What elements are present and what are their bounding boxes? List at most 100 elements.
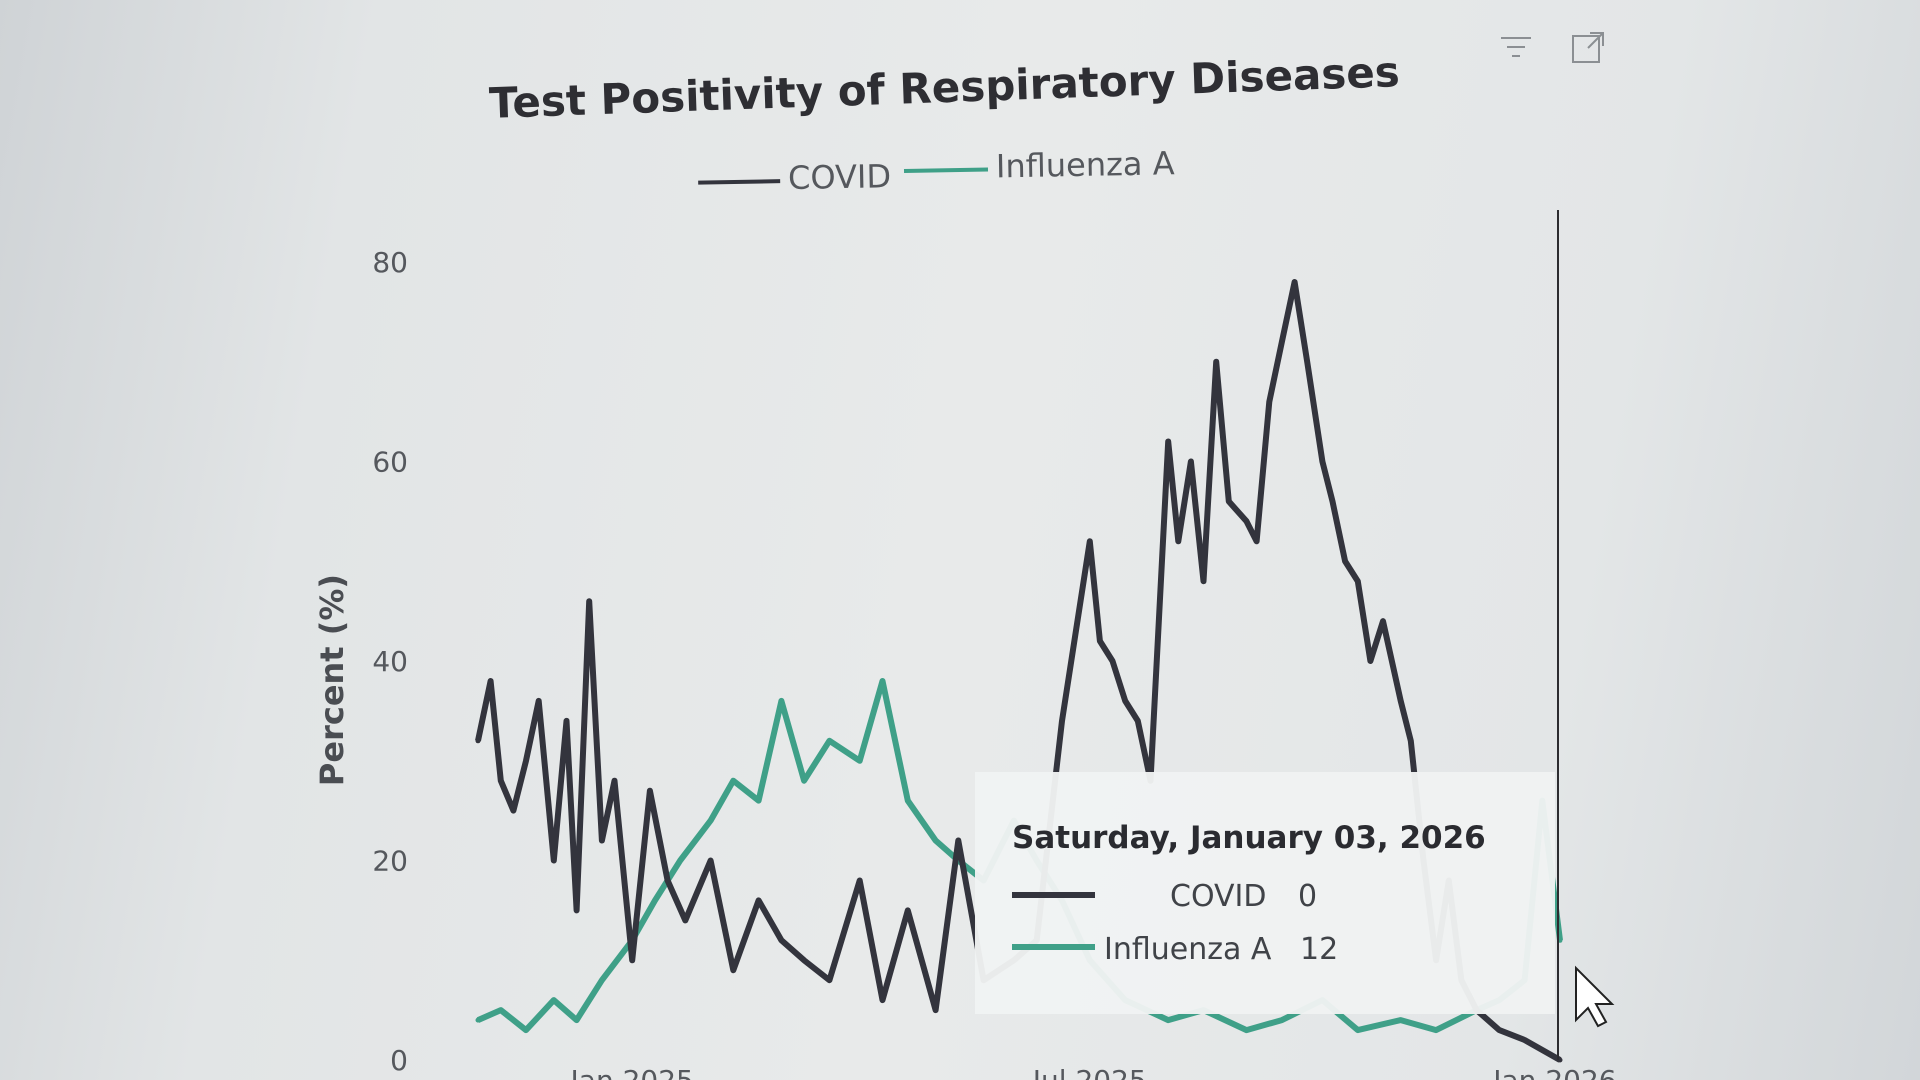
data-point-covid: [708, 858, 714, 863]
tooltip-influenza-name: Influenza A: [1104, 932, 1272, 967]
data-point-covid: [551, 858, 557, 863]
data-point-covid: [682, 917, 688, 923]
data-point-influenza-a: [1433, 1027, 1439, 1033]
data-point-covid: [1319, 459, 1325, 464]
data-point-covid: [1244, 518, 1249, 524]
data-point-covid: [612, 778, 617, 784]
data-point-influenza-a: [599, 977, 605, 983]
data-point-covid: [955, 838, 961, 843]
y-tick-label: 40: [372, 645, 408, 678]
data-point-covid: [801, 957, 807, 963]
y-tick-label: 80: [372, 246, 408, 279]
data-point-influenza-a: [1279, 1017, 1285, 1023]
data-point-covid: [510, 808, 516, 814]
data-point-covid: [1226, 498, 1232, 504]
data-point-influenza-a: [1165, 1017, 1171, 1023]
data-point-covid: [1266, 399, 1272, 405]
data-point-covid: [1330, 498, 1335, 504]
data-point-influenza-a: [523, 1027, 529, 1033]
data-point-covid: [905, 907, 911, 913]
plot-area[interactable]: [475, 279, 1563, 1063]
data-point-influenza-a: [933, 838, 939, 843]
filter-icon: [1501, 37, 1531, 57]
data-point-influenza-a: [880, 678, 885, 684]
data-point-covid: [665, 878, 671, 883]
data-point-covid: [933, 1007, 939, 1013]
data-point-influenza-a: [857, 758, 863, 764]
data-point-influenza-a: [475, 1017, 481, 1023]
legend-covid-swatch: [698, 179, 781, 185]
data-point-influenza-a: [801, 778, 807, 784]
data-point-covid: [1110, 658, 1115, 664]
data-point-influenza-a: [551, 997, 557, 1003]
data-point-covid: [488, 678, 494, 684]
data-point-covid: [1188, 459, 1194, 464]
data-point-covid: [826, 977, 832, 983]
data-point-influenza-a: [756, 798, 762, 804]
data-point-covid: [1087, 538, 1093, 544]
data-point-covid: [1292, 279, 1298, 285]
data-point-covid: [1408, 738, 1414, 744]
tooltip: Saturday, January 03, 2026 COVID 0 Influ…: [975, 772, 1555, 1014]
x-tick-label: Jan 2026: [1491, 1064, 1616, 1080]
data-point-covid: [857, 878, 863, 883]
legend-covid-label: COVID: [788, 157, 892, 197]
data-point-covid: [564, 718, 569, 724]
data-point-covid: [1496, 1027, 1502, 1033]
legend[interactable]: COVID Influenza A: [698, 144, 1175, 198]
data-point-covid: [1254, 538, 1260, 544]
data-point-covid: [574, 907, 580, 913]
data-point-covid: [730, 967, 736, 973]
y-tick-label: 20: [372, 845, 408, 878]
data-point-covid: [1380, 618, 1386, 624]
expand-button[interactable]: [1566, 26, 1610, 70]
data-point-covid: [1165, 439, 1171, 444]
x-tick-label: Jul 2025: [1031, 1064, 1147, 1080]
x-ticks: Jan 2025 Jul 2025 Jan 2026: [569, 1064, 1617, 1080]
data-point-influenza-a: [652, 897, 658, 903]
tooltip-covid-name: COVID: [1170, 879, 1267, 914]
data-point-covid: [629, 957, 635, 963]
data-point-covid: [1097, 638, 1103, 644]
data-point-covid: [475, 738, 481, 744]
data-point-covid: [586, 598, 592, 604]
data-point-covid: [1304, 359, 1310, 365]
data-point-covid: [1059, 718, 1065, 724]
chart-title: Test Positivity of Respiratory Diseases: [488, 47, 1400, 128]
tooltip-covid-value: 0: [1298, 879, 1317, 914]
data-point-covid: [523, 758, 529, 764]
legend-influenza-swatch: [903, 167, 989, 173]
filter-button[interactable]: [1494, 26, 1538, 70]
mouse-cursor-icon: [1575, 965, 1615, 1028]
data-point-influenza-a: [1398, 1017, 1404, 1023]
data-point-influenza-a: [778, 698, 784, 704]
legend-influenza-label: Influenza A: [996, 144, 1175, 185]
data-point-covid: [1201, 578, 1206, 584]
data-point-covid: [1122, 698, 1128, 704]
data-point-influenza-a: [708, 818, 714, 824]
data-point-covid: [756, 897, 762, 903]
data-point-influenza-a: [498, 1007, 504, 1013]
data-point-covid: [1175, 538, 1181, 544]
data-point-influenza-a: [1355, 1027, 1361, 1033]
y-axis-label: Percent (%): [313, 574, 351, 786]
data-point-influenza-a: [574, 1017, 580, 1023]
data-point-covid: [1355, 578, 1361, 584]
expand-icon: [1572, 32, 1604, 63]
tooltip-date: Saturday, January 03, 2026: [1012, 820, 1486, 856]
y-tick-label: 0: [390, 1044, 408, 1077]
data-point-covid: [1135, 718, 1141, 724]
data-point-covid: [536, 698, 542, 704]
data-point-covid: [1213, 359, 1219, 365]
data-point-covid: [1398, 698, 1404, 704]
data-point-covid: [498, 778, 504, 784]
data-point-influenza-a: [905, 798, 911, 804]
y-tick-label: 60: [372, 446, 408, 479]
data-point-covid: [1342, 558, 1348, 564]
data-point-covid: [1367, 658, 1373, 664]
data-point-covid: [1279, 339, 1285, 345]
data-point-covid: [599, 838, 605, 843]
data-point-covid: [647, 788, 653, 794]
data-point-influenza-a: [1244, 1027, 1249, 1033]
